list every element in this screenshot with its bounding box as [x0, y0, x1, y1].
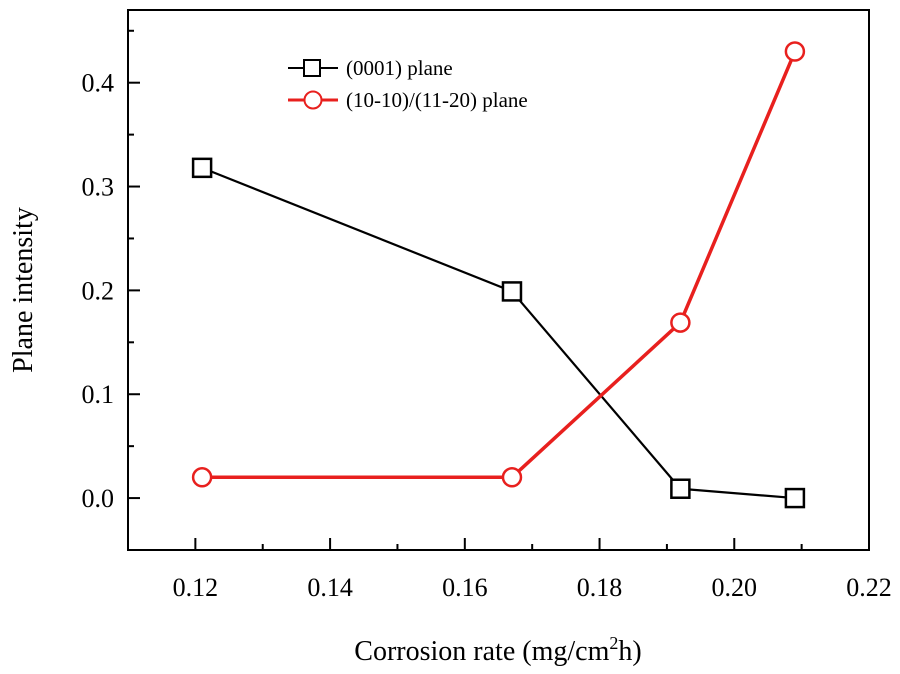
series-2: [191, 41, 806, 488]
y-tick-label: 0.4: [82, 69, 115, 98]
x-tick-label: 0.14: [307, 573, 353, 602]
data-point: [191, 467, 213, 488]
data-point: [670, 312, 691, 333]
series-line: [202, 50, 797, 480]
x-tick-label: 0.22: [846, 573, 892, 602]
x-axis-ticks: 0.12 0.14 0.16 0.18 0.20 0.22: [173, 538, 892, 602]
x-tick-label: 0.12: [173, 573, 219, 602]
x-tick-label: 0.20: [712, 573, 758, 602]
data-point: [501, 467, 523, 488]
legend-item-2: (10-10)/(11-20) plane: [288, 88, 528, 112]
series-line: [201, 166, 795, 500]
legend-marker: [303, 59, 321, 77]
series-layer: [191, 41, 806, 509]
data-point: [501, 281, 523, 302]
legend-item-1: (0001) plane: [288, 56, 453, 80]
y-tick-label: 0.3: [82, 173, 115, 202]
y-axis-ticks: 0.0 0.1 0.2 0.3 0.4: [82, 29, 140, 513]
x-axis-label: Corrosion rate (mg/cm2h): [354, 633, 641, 667]
y-tick-label: 0.0: [82, 484, 115, 513]
data-point: [670, 478, 691, 499]
data-point: [784, 487, 806, 509]
data-point: [784, 41, 806, 62]
y-axis-label: Plane intensity: [8, 207, 39, 373]
legend-label: (10-10)/(11-20) plane: [346, 88, 528, 112]
legend-marker: [303, 90, 323, 110]
x-tick-label: 0.16: [442, 573, 488, 602]
legend-label: (0001) plane: [346, 56, 453, 80]
y-tick-label: 0.2: [82, 276, 115, 305]
x-tick-label: 0.18: [577, 573, 623, 602]
series-1: [191, 157, 806, 509]
legend: (0001) plane (10-10)/(11-20) plane: [288, 56, 528, 112]
y-tick-label: 0.1: [82, 380, 115, 409]
data-point: [191, 157, 213, 179]
plot-frame: [127, 9, 870, 551]
